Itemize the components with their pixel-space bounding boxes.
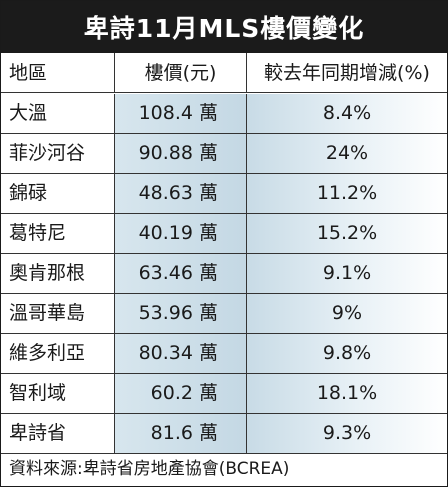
header-price: 樓價(元) bbox=[114, 52, 246, 93]
table-row: 卑詩省 81.6 萬 9.3% bbox=[1, 414, 447, 454]
table-row: 智利域 60.2 萬 18.1% bbox=[1, 374, 447, 414]
change-cell: 15.2% bbox=[246, 214, 447, 253]
price-cell: 48.63 萬 bbox=[114, 174, 246, 213]
change-cell: 11.2% bbox=[246, 174, 447, 213]
price-cell: 90.88 萬 bbox=[114, 134, 246, 173]
price-cell: 40.19 萬 bbox=[114, 214, 246, 253]
region-cell: 錦碌 bbox=[1, 174, 114, 213]
table-title: 卑詩11月MLS樓價變化 bbox=[1, 1, 447, 53]
region-cell: 大溫 bbox=[1, 94, 114, 133]
price-cell: 53.96 萬 bbox=[114, 294, 246, 333]
region-cell: 智利域 bbox=[1, 374, 114, 413]
price-cell: 60.2 萬 bbox=[114, 374, 246, 413]
change-cell: 9% bbox=[246, 294, 447, 333]
source-note: 資料來源:卑詩省房地產協會(BCREA) bbox=[1, 454, 447, 486]
header-change: 較去年同期增減(%) bbox=[246, 52, 447, 93]
region-cell: 葛特尼 bbox=[1, 214, 114, 253]
header-region: 地區 bbox=[9, 61, 48, 84]
change-cell: 9.1% bbox=[246, 254, 447, 293]
change-cell: 9.8% bbox=[246, 334, 447, 373]
table-row: 奧肯那根 63.46 萬 9.1% bbox=[1, 254, 447, 294]
table-body: 大溫 108.4 萬 8.4% 菲沙河谷 90.88 萬 24% 錦碌 48.6… bbox=[1, 94, 447, 454]
region-cell: 溫哥華島 bbox=[1, 294, 114, 333]
table-row: 菲沙河谷 90.88 萬 24% bbox=[1, 134, 447, 174]
table-row: 維多利亞 80.34 萬 9.8% bbox=[1, 334, 447, 374]
region-cell: 奧肯那根 bbox=[1, 254, 114, 293]
table-row: 錦碌 48.63 萬 11.2% bbox=[1, 174, 447, 214]
price-cell: 108.4 萬 bbox=[114, 94, 246, 133]
table-header: 地區 樓價(元) 較去年同期增減(%) bbox=[1, 52, 447, 93]
price-cell: 80.34 萬 bbox=[114, 334, 246, 373]
change-cell: 8.4% bbox=[246, 94, 447, 133]
table-row: 大溫 108.4 萬 8.4% bbox=[1, 94, 447, 134]
price-cell: 63.46 萬 bbox=[114, 254, 246, 293]
region-cell: 卑詩省 bbox=[1, 414, 114, 453]
table-row: 葛特尼 40.19 萬 15.2% bbox=[1, 214, 447, 254]
change-cell: 18.1% bbox=[246, 374, 447, 413]
change-cell: 9.3% bbox=[246, 414, 447, 453]
price-cell: 81.6 萬 bbox=[114, 414, 246, 453]
table-row: 溫哥華島 53.96 萬 9% bbox=[1, 294, 447, 334]
change-cell: 24% bbox=[246, 134, 447, 173]
region-cell: 維多利亞 bbox=[1, 334, 114, 373]
region-cell: 菲沙河谷 bbox=[1, 134, 114, 173]
